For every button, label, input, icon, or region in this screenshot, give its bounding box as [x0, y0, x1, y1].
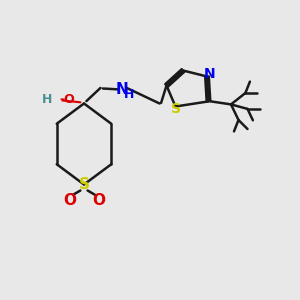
- Text: N: N: [116, 82, 128, 97]
- Text: O: O: [63, 193, 76, 208]
- Text: S: S: [170, 102, 181, 116]
- Text: O: O: [92, 193, 105, 208]
- Text: -O: -O: [59, 93, 75, 106]
- Text: H: H: [42, 93, 52, 106]
- Text: S: S: [79, 177, 89, 192]
- Text: H: H: [124, 88, 134, 101]
- Text: N: N: [204, 67, 215, 80]
